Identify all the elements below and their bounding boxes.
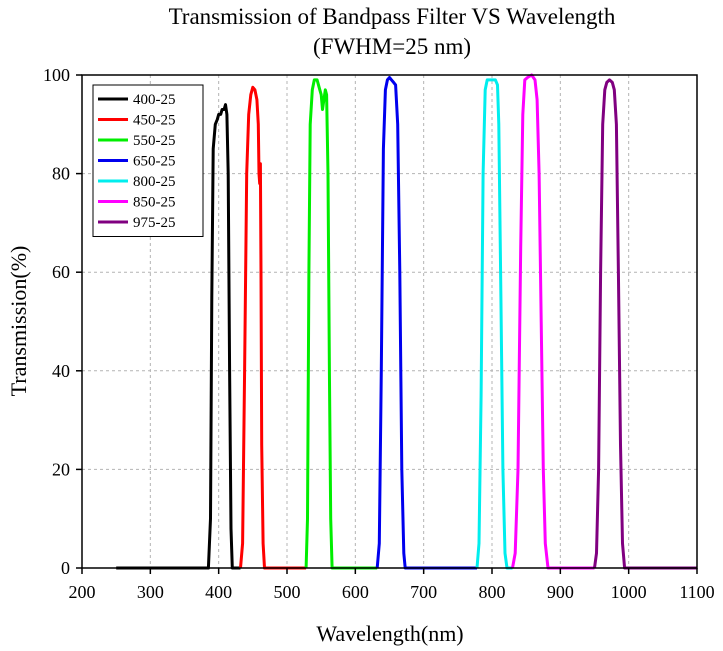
y-tick-label: 80 (52, 164, 70, 184)
series-650-25-line (375, 76, 477, 570)
legend-label: 400-25 (133, 92, 176, 108)
x-tick-label: 1100 (679, 582, 714, 602)
chart-title: Transmission of Bandpass Filter VS Wavel… (169, 4, 616, 29)
series-800-25-line (475, 78, 513, 570)
y-tick-label: 0 (61, 558, 70, 578)
x-tick-label: 800 (479, 582, 506, 602)
x-tick-label: 400 (205, 582, 232, 602)
axis-ticks: 200 300 400 500 600 700 800 900 1000 1100 0 20 40 60 8… (43, 65, 715, 602)
legend-label: 975-25 (133, 215, 176, 231)
series-850-25-line (511, 73, 595, 570)
y-tick-label: 60 (52, 262, 70, 282)
x-tick-label: 700 (410, 582, 437, 602)
x-tick-label: 500 (274, 582, 301, 602)
series-400-25-line (116, 103, 241, 570)
y-tick-label: 100 (43, 65, 70, 85)
legend: 400-25 450-25 550-25 650-25 800-25 850-25 975-… (92, 84, 204, 237)
y-axis-label: Transmission(%) (6, 246, 31, 397)
series-975-25-line (593, 78, 697, 570)
legend-label: 450-25 (133, 113, 176, 129)
x-tick-label: 200 (69, 582, 96, 602)
y-tick-label: 20 (52, 459, 70, 479)
plot-border (81, 74, 698, 569)
legend-label: 850-25 (133, 195, 176, 211)
x-tick-label: 300 (137, 582, 164, 602)
legend-label: 650-25 (133, 154, 176, 170)
series-450-25-line (239, 85, 307, 570)
plot-frame (81, 74, 698, 569)
x-tick-label: 900 (547, 582, 574, 602)
y-tick-label: 40 (52, 361, 70, 381)
x-axis-label: Wavelength(nm) (316, 621, 463, 646)
legend-label: 800-25 (133, 174, 176, 190)
x-tick-label: 600 (342, 582, 369, 602)
x-tick-label: 1000 (611, 582, 647, 602)
chart-subtitle: (FWHM=25 nm) (313, 34, 471, 59)
series-curves (116, 73, 697, 570)
series-550-25-line (304, 78, 378, 570)
legend-label: 550-25 (133, 133, 176, 149)
